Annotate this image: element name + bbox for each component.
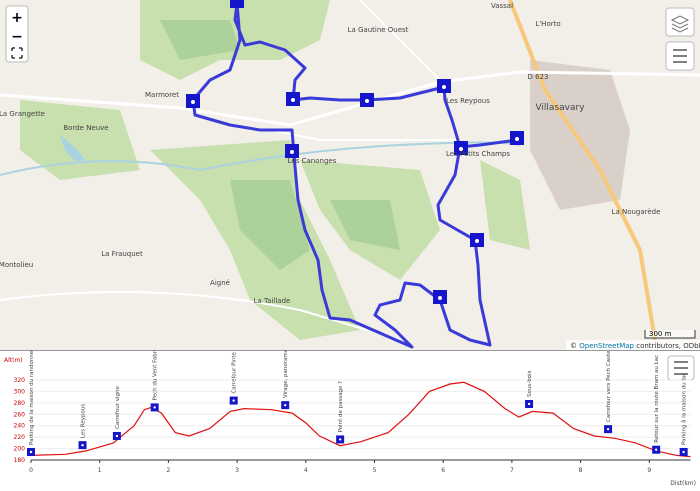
elevation-profile: Alt(m) Dist(km) 180200220240260280300320… — [0, 350, 700, 491]
x-tick-label: 9 — [647, 467, 651, 474]
waypoint-label: Carrefour vers Pech Castel — [606, 350, 612, 422]
y-tick-label: 180 — [14, 457, 26, 464]
place-label: D 623 — [528, 73, 549, 81]
menu-button[interactable] — [665, 41, 695, 71]
attribution-text: contributors, ODbL 1.0 — [636, 342, 700, 350]
scale-bar: 300 m — [644, 330, 696, 339]
profile-menu[interactable] — [667, 355, 695, 381]
y-tick-label: 240 — [14, 423, 26, 430]
x-tick-label: 5 — [373, 467, 377, 474]
waypoint-label: Pech du Vent Fabre — [153, 350, 159, 400]
waypoint-label: Point de passage ? — [338, 381, 344, 433]
zoom-control: + − — [5, 5, 29, 63]
waypoint-dot — [232, 399, 235, 402]
x-tick-label: 2 — [166, 467, 170, 474]
place-label: Borde Neuve — [63, 124, 108, 132]
x-tick-label: 3 — [235, 467, 239, 474]
waypoint-dot — [283, 403, 287, 407]
place-label: Marmoret — [145, 91, 179, 99]
scale-label: 300 m — [649, 330, 672, 338]
waypoint-label: Parking de la maison du randonneur — [29, 350, 35, 445]
place-label: La Frauquet — [101, 250, 143, 258]
place-label: Les Petits Champs — [446, 150, 510, 158]
town — [530, 60, 630, 210]
y-tick-label: 300 — [14, 388, 26, 395]
waypoint-label: Carrefour Pinte — [232, 352, 238, 394]
route — [191, 2, 518, 349]
lake — [60, 135, 85, 162]
zoom-in[interactable]: + — [11, 10, 23, 26]
place-label: Les Canonges — [288, 157, 337, 165]
waypoint-label: Virage, panorama — [283, 350, 289, 398]
y-tick-label: 280 — [14, 400, 26, 407]
y-axis-label: Alt(m) — [4, 357, 23, 364]
waypoint-dot — [81, 443, 84, 447]
place-label: La Taillade — [254, 297, 291, 305]
x-axis-label: Dist(km) — [670, 480, 696, 487]
waypoint-dot — [153, 406, 156, 409]
waypoint-dot — [654, 448, 658, 451]
y-tick-label: 320 — [14, 377, 26, 384]
y-tick-label: 220 — [14, 434, 26, 441]
place-label: L'Horto — [535, 20, 560, 28]
place-label: La Gautine Ouest — [348, 26, 409, 34]
place-label: La Grangette — [0, 110, 45, 118]
elevation-line — [30, 381, 691, 458]
waypoint-label: Carrefour vigne — [115, 386, 121, 429]
y-tick-label: 260 — [14, 411, 26, 418]
waypoint-dot — [682, 450, 685, 454]
x-tick-label: 0 — [29, 467, 33, 474]
x-tick-label: 8 — [579, 467, 583, 474]
attribution: © OpenStreetMap contributors, ODbL 1.0 — [570, 342, 700, 350]
profile-bg — [0, 350, 700, 491]
map-markers — [186, 0, 524, 304]
place-label: Vassal — [491, 2, 513, 10]
place-labels: Vassal L'Horto La Gautine Ouest D 623 Vi… — [0, 2, 660, 305]
waypoint-dot — [527, 402, 531, 406]
fullscreen[interactable] — [11, 47, 23, 59]
x-tick-label: 7 — [510, 467, 514, 474]
waypoint-dot — [115, 434, 119, 438]
attribution-link[interactable]: OpenStreetMap — [579, 342, 634, 350]
waypoint-dot — [606, 427, 610, 431]
x-tick-label: 4 — [304, 467, 308, 474]
waypoint-label: Retour sur la route Bram au Lac — [654, 355, 660, 443]
waypoint-label: Les Reypous — [81, 404, 87, 439]
waypoint-dot — [29, 450, 33, 454]
place-label: Les Reypous — [446, 97, 490, 105]
y-tick-label: 200 — [14, 446, 26, 453]
waypoint-dot — [338, 438, 342, 441]
zoom-out[interactable]: − — [11, 29, 23, 45]
map: Vassal L'Horto La Gautine Ouest D 623 Vi… — [0, 0, 700, 350]
waypoint-label: Sous-bois — [527, 370, 533, 397]
darker-forests — [160, 20, 400, 270]
x-tick-label: 1 — [98, 467, 102, 474]
layers-button[interactable] — [665, 7, 695, 37]
place-label: Aigné — [210, 279, 230, 287]
attribution-bg — [566, 340, 700, 350]
place-label: Villasavary — [535, 103, 585, 113]
waypoint-label: Parking à la maison du lac — [681, 373, 688, 445]
attribution-prefix: © — [570, 342, 577, 350]
place-label: Montolieu — [0, 261, 33, 269]
place-label: La Nougarède — [612, 208, 661, 216]
x-tick-label: 6 — [441, 467, 445, 474]
